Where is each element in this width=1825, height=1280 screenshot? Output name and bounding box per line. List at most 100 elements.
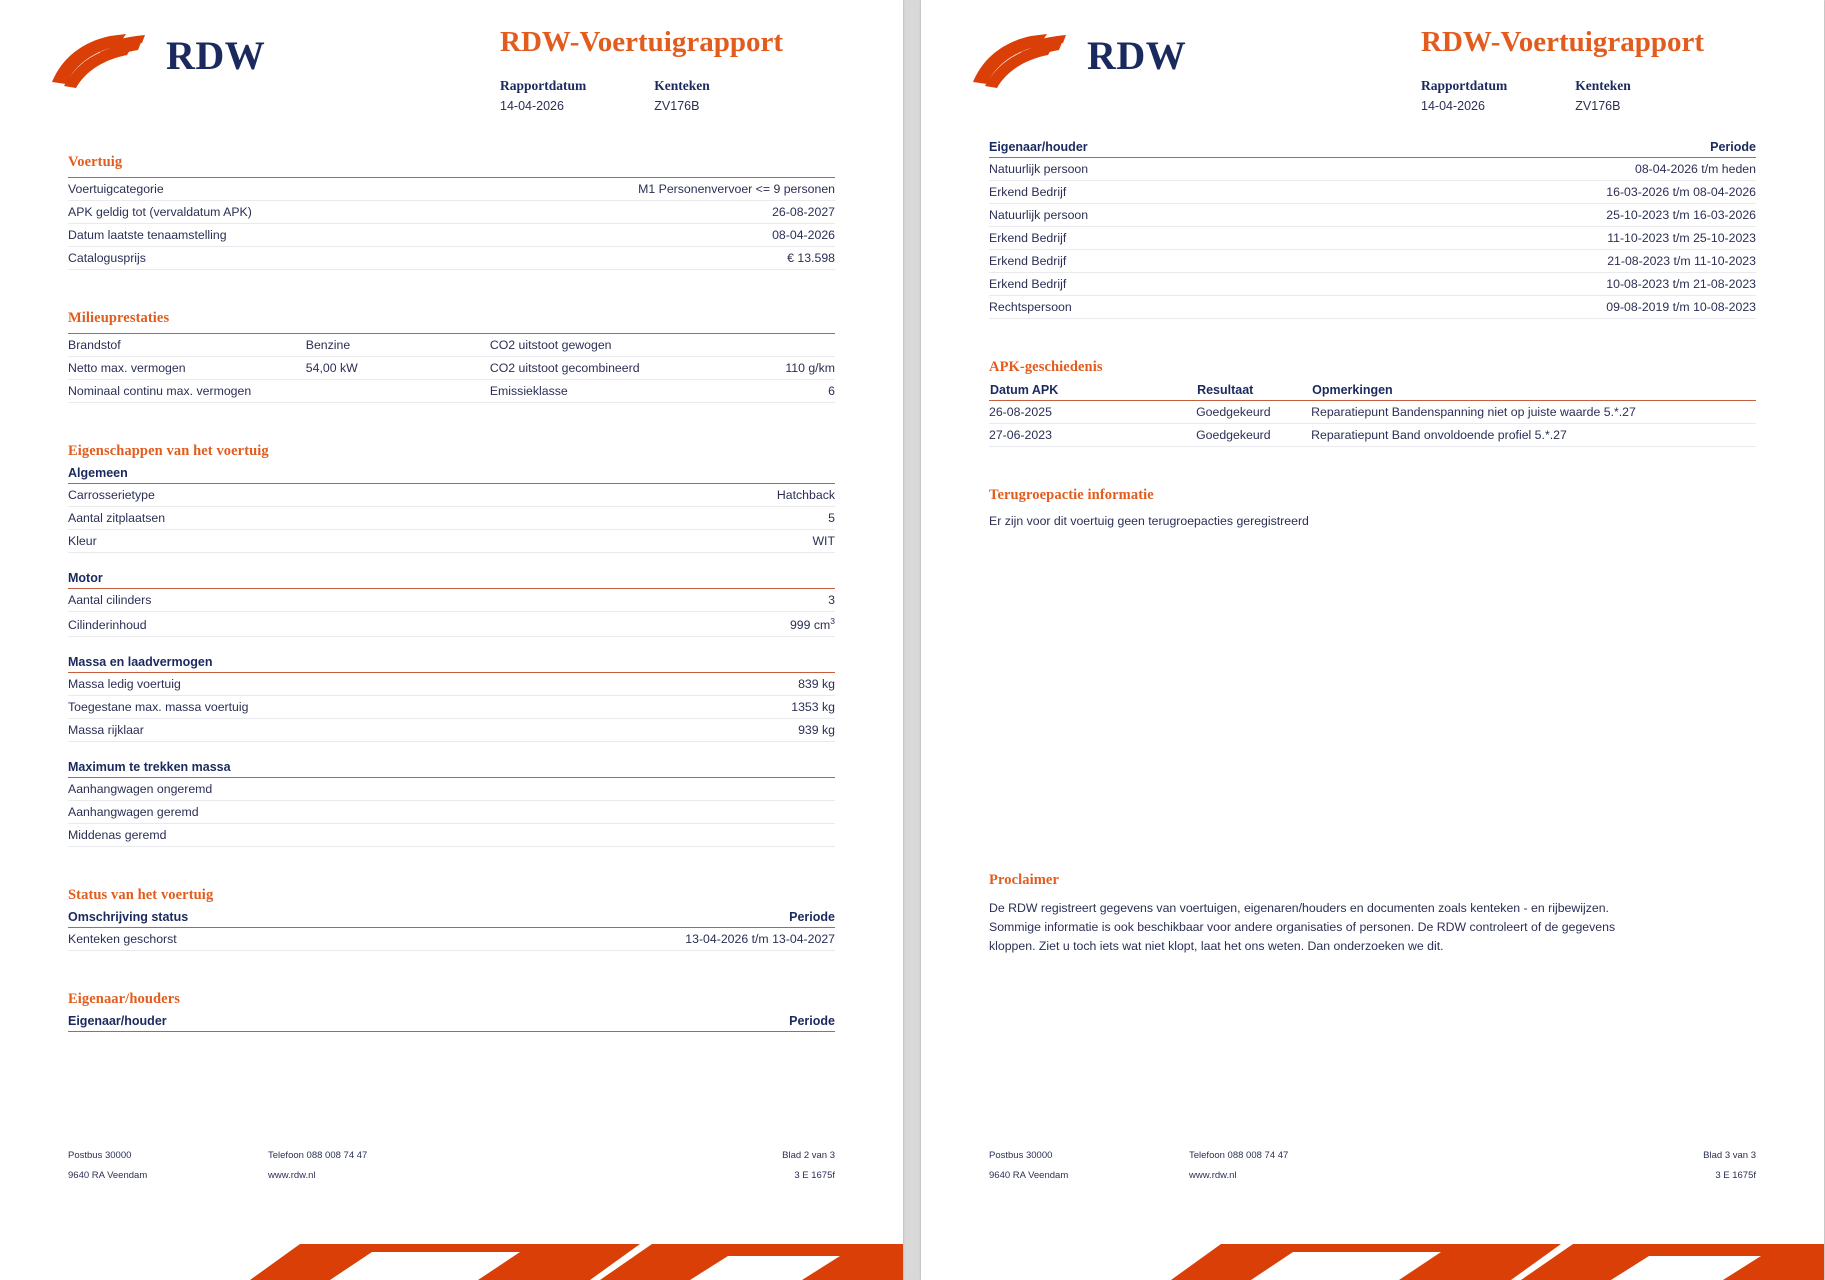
section-title-status: Status van het voertuig: [68, 887, 214, 904]
section-terugroepactie: Terugroepactie informatie Er zijn voor d…: [989, 487, 1756, 528]
table-row: Toegestane max. massa voertuig 1353 kg: [68, 695, 835, 720]
table-cell: Carrosserietype: [68, 484, 452, 507]
table-cell: Erkend Bedrijf: [989, 226, 1373, 250]
rdw-swoosh-logo-icon: [969, 30, 1079, 92]
table-row: Aantal cilinders 3: [68, 589, 835, 612]
eigenaren-col-owner: Eigenaar/houder: [989, 140, 1088, 154]
apk-col-remarks: Opmerkingen: [1311, 382, 1756, 401]
footer-doc-code: 3 E 1675f: [1715, 1170, 1756, 1181]
plate-label: Kenteken: [654, 78, 710, 93]
table-row: Massa rijklaar 939 kg: [68, 718, 835, 743]
table-row: Datum laatste tenaamstelling 08-04-2026: [68, 223, 835, 247]
status-table-header: Omschrijving status Periode: [68, 910, 835, 929]
table-cell: 21-08-2023 t/m 11-10-2023: [1372, 249, 1756, 273]
eigenschappen-table: Massa ledig voertuig 839 kg Toegestane max…: [68, 673, 835, 743]
section-title-proclaimer: Proclaimer: [989, 872, 1059, 888]
footer-phone: Telefoon 088 008 74 47: [1189, 1150, 1289, 1161]
report-date-value: 14-04-2026: [500, 99, 564, 113]
eigenschappen-table: Aantal cilinders 3 Cilinderinhoud 999 cm3: [68, 589, 835, 638]
table-cell: 08-04-2026 t/m heden: [1372, 158, 1756, 181]
rdw-wordmark: RDW: [166, 33, 266, 78]
section-title-milieu: Milieuprestaties: [68, 310, 170, 326]
table-cell: Erkend Bedrijf: [989, 180, 1373, 204]
footer-postbus: Postbus 30000: [68, 1150, 132, 1161]
status-col-description: Omschrijving status: [68, 910, 189, 925]
proclaimer-line-2: Sommige informatie is ook beschikbaar vo…: [989, 920, 1616, 935]
footer-website[interactable]: www.rdw.nl: [1189, 1170, 1237, 1181]
table-cell: 08-04-2026: [451, 223, 835, 247]
eigenaren-col-period: Periode: [1710, 140, 1756, 154]
table-cell: 27-06-2023: [989, 423, 1197, 447]
eigenschappen-group: Massa en laadvermogen Massa ledig voertui…: [68, 655, 835, 743]
table-row: Aanhangwagen ongeremd: [68, 778, 835, 802]
table-cell: Kleur: [68, 529, 452, 553]
plate-block: Kenteken ZV176B: [1575, 78, 1631, 113]
table-cell: 54,00 kW: [305, 356, 490, 380]
footer-ribbon-left: [0, 1228, 903, 1280]
proclaimer-text: De RDW registreert gegevens van voertuig…: [989, 899, 1756, 956]
table-cell: 6: [719, 379, 835, 403]
proclaimer-line-1: De RDW registreert gegevens van voertuig…: [989, 901, 1609, 915]
rdw-logo: RDW: [48, 20, 348, 100]
section-title-eigenaren: Eigenaar/houders: [68, 991, 180, 1008]
section-milieuprestaties: Milieuprestaties Brandstof Benzine CO2 uit…: [68, 310, 835, 403]
table-cell: Kenteken geschorst: [68, 928, 452, 952]
table-cell: [451, 800, 835, 825]
eigenaren-col-owner: Eigenaar/houder: [68, 1014, 167, 1029]
report-title: RDW-Voertuigrapport: [500, 26, 783, 58]
table-row: 26-08-2025 Goedgekeurd Reparatiepunt Bande…: [989, 400, 1756, 424]
table-cell: 999 cm3: [451, 611, 835, 638]
table-cell: Massa ledig voertuig: [68, 673, 452, 697]
table-cell: Datum laatste tenaamstelling: [68, 223, 452, 247]
table-cell: 11-10-2023 t/m 25-10-2023: [1372, 226, 1756, 250]
document-page-3: RDW RDW-Voertuigrapport Rapportdatum 14-…: [921, 0, 1824, 1280]
table-cell: 5: [451, 506, 835, 530]
table-cell: Toegestane max. massa voertuig: [68, 695, 452, 720]
table-cell: M1 Personenvervoer <= 9 personen: [451, 177, 835, 201]
table-cell: Natuurlijk persoon: [989, 158, 1373, 181]
table-row: Erkend Bedrijf 11-10-2023 t/m 25-10-2023: [989, 226, 1756, 250]
table-cell: Brandstof: [68, 333, 306, 357]
table-cell: 13-04-2026 t/m 13-04-2027: [451, 928, 835, 952]
table-row: Erkend Bedrijf 16-03-2026 t/m 08-04-2026: [989, 180, 1756, 204]
footer-doc-code: 3 E 1675f: [794, 1170, 835, 1181]
footer-website[interactable]: www.rdw.nl: [268, 1170, 316, 1181]
milieu-table: Brandstof Benzine CO2 uitstoot gewogen Nett…: [68, 333, 835, 403]
table-cell: Emissieklasse: [489, 379, 720, 403]
table-cell: Aanhangwagen geremd: [68, 800, 452, 825]
table-cell: Erkend Bedrijf: [989, 249, 1373, 273]
status-table: Kenteken geschorst 13-04-2026 t/m 13-04-2…: [68, 928, 835, 952]
report-date-block: Rapportdatum 14-04-2026: [500, 78, 586, 113]
table-cell: 10-08-2023 t/m 21-08-2023: [1372, 272, 1756, 296]
table-cell: Voertuigcategorie: [68, 177, 452, 201]
table-cell: Nominaal continu max. vermogen: [68, 379, 306, 403]
page-footer-right: Postbus 30000 Telefoon 088 008 74 47 Bla…: [989, 1150, 1756, 1190]
eigenaren-table: Natuurlijk persoon 08-04-2026 t/m heden Er…: [989, 158, 1756, 319]
voertuig-table: Voertuigcategorie M1 Personenvervoer <= 9…: [68, 177, 835, 270]
table-cell: Catalogusprijs: [68, 246, 452, 270]
table-cell: 939 kg: [451, 718, 835, 743]
table-row: Aanhangwagen geremd: [68, 800, 835, 825]
page-header-right: RDW RDW-Voertuigrapport Rapportdatum 14-…: [973, 0, 1756, 130]
table-row: Carrosserietype Hatchback: [68, 484, 835, 507]
report-date-label: Rapportdatum: [500, 78, 587, 93]
table-cell: Massa rijklaar: [68, 718, 452, 743]
table-cell: Aanhangwagen ongeremd: [68, 778, 452, 802]
eigenschappen-group: Motor Aantal cilinders 3 Cilinderinhoud 999 …: [68, 571, 835, 638]
table-row: Cilinderinhoud 999 cm3: [68, 611, 835, 638]
footer-city: 9640 RA Veendam: [68, 1170, 148, 1181]
report-meta-right: Rapportdatum 14-04-2026 Kenteken ZV176B: [1421, 78, 1699, 113]
eigenschappen-group-title: Massa en laadvermogen: [68, 655, 835, 674]
table-cell: 25-10-2023 t/m 16-03-2026: [1372, 203, 1756, 227]
table-row: Erkend Bedrijf 21-08-2023 t/m 11-10-2023: [989, 249, 1756, 273]
table-row: Erkend Bedrijf 10-08-2023 t/m 21-08-2023: [989, 272, 1756, 296]
table-cell: APK geldig tot (vervaldatum APK): [68, 200, 452, 224]
table-row: 27-06-2023 Goedgekeurd Reparatiepunt Band …: [989, 423, 1756, 447]
apk-table-header: Datum APK Resultaat Opmerkingen: [989, 382, 1756, 401]
table-row: Voertuigcategorie M1 Personenvervoer <= 9…: [68, 177, 835, 201]
eigenschappen-group: Maximum te trekken massa Aanhangwagen ong…: [68, 760, 835, 848]
table-cell: 09-08-2019 t/m 10-08-2023: [1372, 295, 1756, 319]
table-cell: 110 g/km: [719, 356, 835, 380]
eigenschappen-group-title: Maximum te trekken massa: [68, 760, 835, 779]
table-cell: Middenas geremd: [68, 823, 452, 848]
